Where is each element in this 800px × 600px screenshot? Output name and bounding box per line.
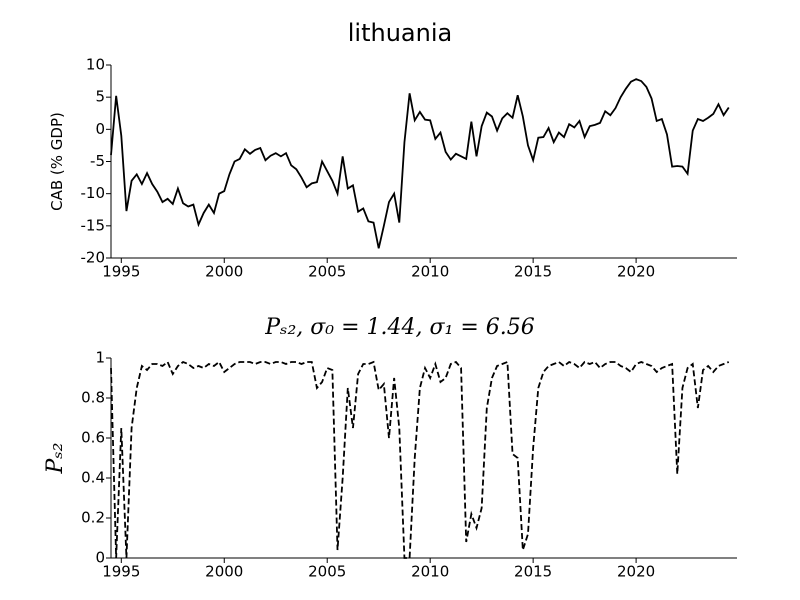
x-tick-label: 2020 xyxy=(617,263,655,281)
y-tick-label: -5 xyxy=(90,152,105,170)
x-tick-label: 2015 xyxy=(514,563,552,581)
chart-title: Pₛ₂, σ₀ = 1.44, σ₁ = 6.56 xyxy=(264,315,535,340)
y-tick-label: 0.6 xyxy=(81,429,105,447)
x-tick-label: 2005 xyxy=(308,563,346,581)
y-axis-label: Pₛ₂ xyxy=(43,442,68,474)
y-tick-label: 0 xyxy=(95,120,105,138)
y-tick-label: -10 xyxy=(81,184,106,202)
data-line xyxy=(110,78,730,249)
x-tick-label: 2005 xyxy=(308,263,346,281)
data-line xyxy=(110,360,730,559)
x-tick-label: 2015 xyxy=(514,263,552,281)
y-tick-label: 5 xyxy=(95,88,105,106)
y-tick-label: 0.8 xyxy=(81,389,105,407)
y-tick-label: 0 xyxy=(95,549,105,567)
y-tick-label: -20 xyxy=(81,249,106,267)
y-tick-label: -15 xyxy=(81,216,106,234)
y-tick-label: 0.2 xyxy=(81,509,105,527)
x-tick-label: 1995 xyxy=(102,563,140,581)
x-tick-label: 2010 xyxy=(411,263,449,281)
y-tick-label: 0.4 xyxy=(81,469,105,487)
x-tick-label: 1995 xyxy=(102,263,140,281)
y-axis-label: CAB (% GDP) xyxy=(48,112,66,211)
x-tick-label: 2000 xyxy=(205,263,243,281)
x-tick-label: 2020 xyxy=(617,563,655,581)
x-tick-label: 2000 xyxy=(205,563,243,581)
y-tick-label: 10 xyxy=(86,56,105,74)
x-tick-label: 2010 xyxy=(411,563,449,581)
chart-title: lithuania xyxy=(348,19,452,47)
y-tick-label: 1 xyxy=(95,349,105,367)
